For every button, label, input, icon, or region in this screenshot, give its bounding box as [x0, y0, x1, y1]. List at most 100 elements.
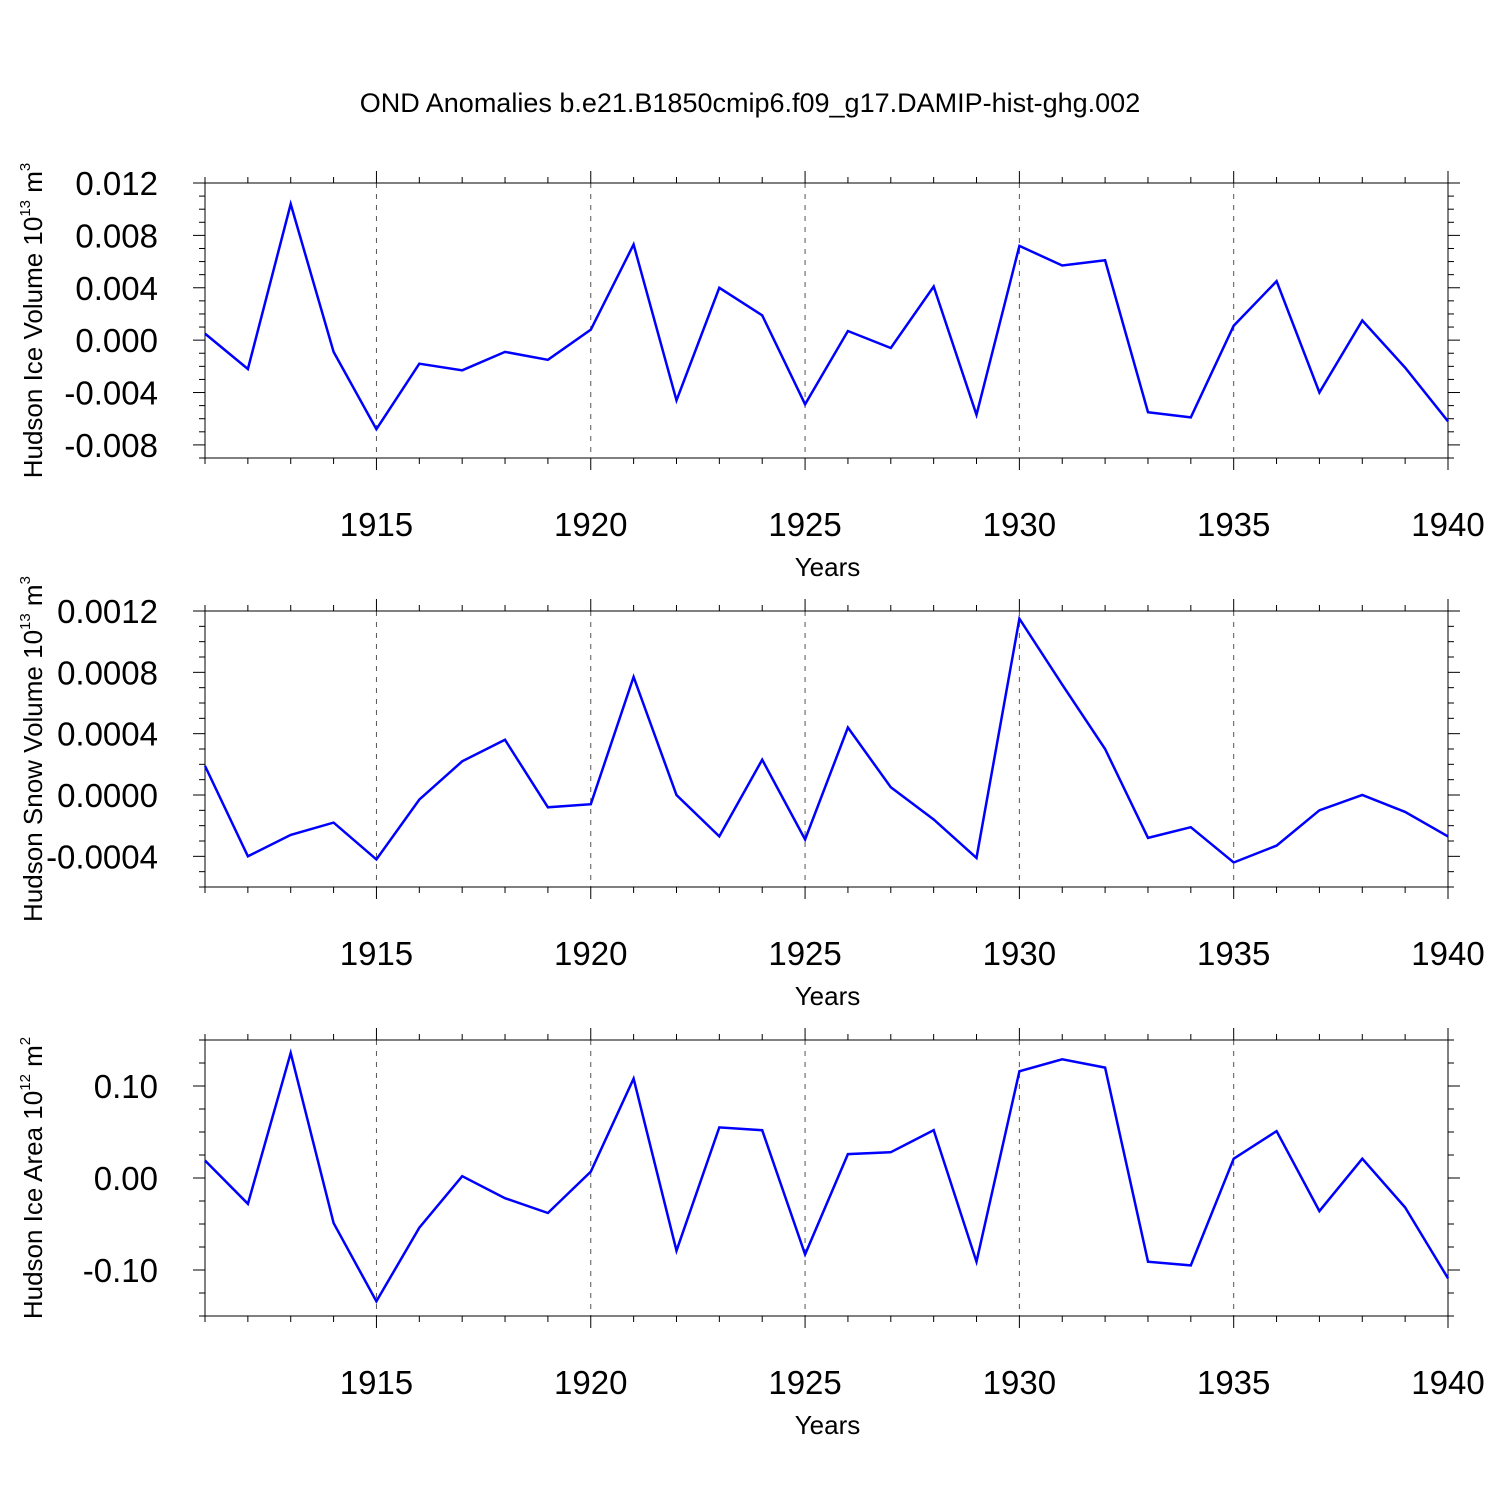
data-point	[289, 1051, 293, 1055]
data-point	[460, 759, 464, 763]
data-point	[417, 798, 421, 802]
data-point	[1232, 1157, 1236, 1161]
data-point	[889, 785, 893, 789]
data-point	[503, 738, 507, 742]
data-point	[1232, 860, 1236, 864]
x-tick-label: 1920	[554, 1364, 627, 1401]
data-point	[975, 856, 979, 860]
y-axis-title-text: m	[18, 171, 48, 200]
data-point	[1360, 793, 1364, 797]
data-point	[1189, 1263, 1193, 1267]
data-point	[975, 1260, 979, 1264]
y-tick-label: 0.008	[75, 217, 158, 254]
data-point	[1317, 808, 1321, 812]
series-line	[204, 1048, 1450, 1304]
data-point	[246, 1202, 250, 1206]
data-point	[417, 362, 421, 366]
x-tick-label: 1925	[768, 1364, 841, 1401]
data-point	[1275, 1129, 1279, 1133]
data-point	[717, 1125, 721, 1129]
y-tick-label: 0.0008	[57, 654, 158, 691]
y-tick-label: 0.0000	[57, 777, 158, 814]
data-point	[632, 243, 636, 247]
y-tick-label: 0.004	[75, 270, 158, 307]
x-tick-label: 1915	[340, 506, 413, 543]
x-axis-title: Years	[795, 552, 861, 582]
data-point	[1360, 319, 1364, 323]
data-point	[503, 350, 507, 354]
data-point	[1403, 810, 1407, 814]
x-tick-label: 1930	[983, 1364, 1056, 1401]
y-axis-title: Hudson Snow Volume 1013 m3	[17, 576, 48, 922]
x-tick-label: 1920	[554, 506, 627, 543]
x-tick-label: 1940	[1411, 506, 1484, 543]
data-point	[1060, 683, 1064, 687]
data-point	[846, 726, 850, 730]
data-point	[374, 427, 378, 431]
data-point	[332, 1221, 336, 1225]
data-point	[246, 854, 250, 858]
data-point	[803, 402, 807, 406]
x-tick-label: 1940	[1411, 1364, 1484, 1401]
data-point	[846, 1152, 850, 1156]
data-point	[546, 358, 550, 362]
data-point	[1017, 617, 1021, 621]
data-point	[589, 328, 593, 332]
y-axis-title-exponent: 2	[17, 1037, 34, 1045]
chart-title: OND Anomalies b.e21.B1850cmip6.f09_g17.D…	[360, 88, 1140, 118]
y-axis-title-text: Hudson Ice Volume 10	[18, 217, 48, 479]
data-point	[932, 284, 936, 288]
data-point	[1360, 1157, 1364, 1161]
y-tick-label: 0.0012	[57, 593, 158, 630]
data-point	[1017, 1069, 1021, 1073]
data-point	[289, 833, 293, 837]
data-point	[846, 329, 850, 333]
y-tick-label: -0.0004	[46, 838, 158, 875]
panels: -0.008 -0.004 0.000 0.004 0.008 0.012 1915 1920…	[17, 163, 1485, 1440]
y-axis-title-exponent: 13	[17, 200, 34, 217]
data-point	[1103, 747, 1107, 751]
data-point	[889, 346, 893, 350]
data-point	[1146, 836, 1150, 840]
panel-1: -0.008 -0.004 0.000 0.004 0.008 0.012 1915 1920…	[17, 163, 1485, 582]
data-point	[289, 202, 293, 206]
x-tick-label: 1935	[1197, 1364, 1270, 1401]
data-point	[1060, 1057, 1064, 1061]
data-point	[1232, 324, 1236, 328]
data-point	[374, 1299, 378, 1303]
data-point	[332, 350, 336, 354]
data-point	[1317, 391, 1321, 395]
y-tick-label: 0.10	[94, 1068, 158, 1105]
data-point	[1446, 1276, 1450, 1280]
data-point	[1103, 258, 1107, 262]
series-line	[203, 615, 1449, 864]
data-point	[1446, 419, 1450, 423]
y-axis-title: Hudson Ice Volume 1013 m3	[17, 163, 48, 479]
data-point	[632, 1077, 636, 1081]
data-point	[246, 367, 250, 371]
x-axis-title: Years	[795, 1410, 861, 1440]
y-axis-title-exponent: 3	[17, 576, 34, 584]
data-point	[1017, 244, 1021, 248]
data-point	[374, 857, 378, 861]
data-point	[760, 758, 764, 762]
x-tick-label: 1915	[340, 1364, 413, 1401]
data-point	[1103, 1066, 1107, 1070]
y-axis-title-exponent: 12	[17, 1074, 34, 1091]
data-point	[1189, 825, 1193, 829]
data-point	[1403, 1205, 1407, 1209]
x-tick-label: 1930	[983, 506, 1056, 543]
data-point	[889, 1150, 893, 1154]
x-tick-label: 1915	[340, 935, 413, 972]
panel-3: -0.10 0.00 0.10 1915 1920 1925 1930 1935 1940 Yea…	[17, 1028, 1485, 1440]
data-point	[932, 1128, 936, 1132]
data-point	[1275, 844, 1279, 848]
data-point	[332, 821, 336, 825]
data-point	[589, 1170, 593, 1174]
y-tick-label: 0.000	[75, 322, 158, 359]
y-tick-label: 0.0004	[57, 716, 158, 753]
y-axis-title-text: m	[18, 1045, 48, 1074]
data-point	[203, 764, 207, 768]
data-point	[1146, 410, 1150, 414]
